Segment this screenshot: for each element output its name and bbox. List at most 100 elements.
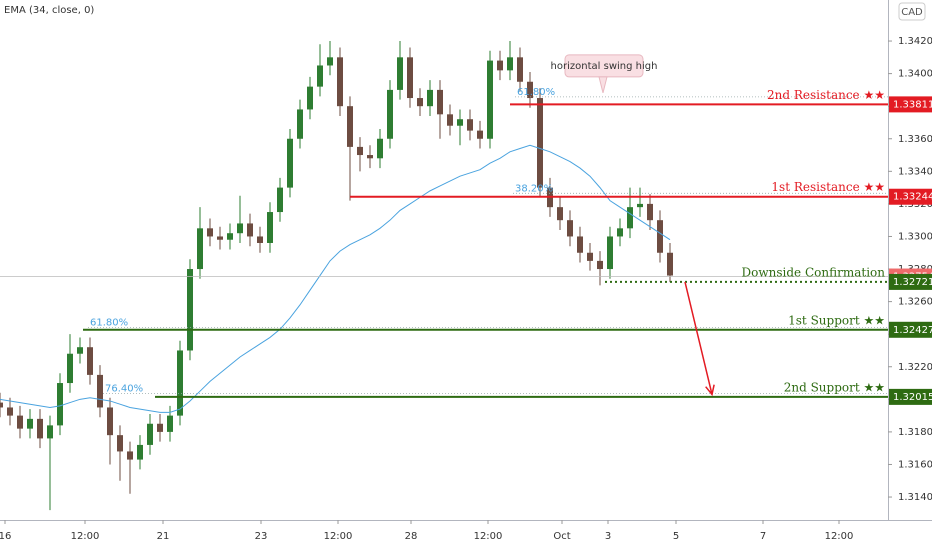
price-tick-label: 1.31800: [898, 427, 932, 438]
candle-body: [367, 155, 373, 159]
level-price-tag: [889, 388, 932, 405]
candle-body: [47, 425, 53, 439]
candle-body: [247, 223, 253, 237]
candle-body: [127, 451, 133, 460]
candle-body: [647, 203, 653, 221]
candle-body: [557, 207, 563, 221]
candle-body: [587, 252, 593, 261]
price-tick-label: 1.31600: [898, 459, 932, 470]
time-tick-label: 12:00: [71, 531, 100, 542]
annotation-pointer: [598, 76, 608, 94]
candle-body: [137, 444, 143, 460]
candle-body: [207, 228, 213, 237]
candle-body: [37, 418, 43, 439]
candle-body: [147, 423, 153, 445]
arrow-head: [705, 384, 715, 397]
candle-body: [517, 57, 523, 82]
candle-body: [527, 81, 533, 99]
time-tick-label: 12:00: [324, 531, 353, 542]
time-tick-label: 3: [605, 531, 611, 542]
level-label: 1st Resistance ★★: [771, 180, 885, 194]
candle-body: [237, 223, 243, 234]
candle-body: [297, 109, 303, 139]
annotation-text: horizontal swing high: [551, 61, 658, 72]
candle-body: [187, 269, 193, 351]
candle-body: [567, 220, 573, 237]
candle-body: [667, 252, 673, 276]
fib-label: 61.80%: [517, 87, 555, 98]
price-tick-label: 1.32200: [898, 362, 932, 373]
fib-label: 38.20%: [515, 183, 553, 194]
candle-body: [257, 236, 263, 243]
candle-body: [287, 138, 293, 188]
candle-body: [227, 233, 233, 240]
candle-body: [217, 236, 223, 240]
level-price: 1.32721: [893, 277, 932, 288]
candle-body: [107, 407, 113, 436]
candle-body: [117, 435, 123, 452]
candle-body: [627, 207, 633, 229]
time-tick-label: 12:00: [825, 531, 854, 542]
candle-body: [357, 146, 363, 156]
price-tick-label: 1.33600: [898, 134, 932, 145]
fib-label: 61.80%: [90, 317, 128, 328]
candle-body: [387, 89, 393, 139]
candle-body: [607, 236, 613, 270]
candle-body: [177, 350, 183, 416]
level-price: 1.32015: [893, 392, 932, 403]
currency: CAD: [901, 7, 923, 18]
level-label: 2nd Support ★★: [784, 380, 885, 394]
candle-body: [67, 353, 73, 384]
time-tick-label: 21: [157, 531, 170, 542]
candle-body: [277, 187, 283, 213]
fib-label: 76.40%: [105, 384, 143, 395]
candle-body: [487, 60, 493, 139]
price-tick-label: 1.34000: [898, 69, 932, 80]
candle-body: [407, 57, 413, 99]
candle-body: [347, 106, 353, 147]
price-tick-label: 1.33400: [898, 166, 932, 177]
level-price-tag: [889, 188, 932, 205]
time-tick-label: 28: [405, 531, 418, 542]
candle-body: [507, 57, 513, 71]
candle-body: [637, 203, 643, 208]
candle-body: [417, 98, 423, 107]
level-price: 1.32427: [893, 325, 932, 336]
candle-body: [97, 374, 103, 408]
candle-body: [537, 98, 543, 188]
level-price-tag: [889, 273, 932, 290]
candle-body: [17, 415, 23, 429]
level-price-tag: [889, 321, 932, 338]
candle-body: [577, 236, 583, 253]
candle-body: [0, 402, 3, 408]
level-price-tag: [889, 96, 932, 113]
candle-body: [27, 418, 33, 429]
currency-box: [898, 2, 926, 21]
time-tick-label: 7: [760, 531, 766, 542]
candle-body: [457, 119, 463, 126]
ema-line: [0, 144, 671, 413]
candle-body: [657, 220, 663, 253]
candle-body: [307, 86, 313, 110]
candle-body: [77, 347, 83, 354]
time-tick-label: 23: [255, 531, 268, 542]
time-tick-label: 16: [0, 531, 11, 542]
candle-body: [437, 89, 443, 115]
price-tick-label: 1.34200: [898, 36, 932, 47]
price-tick-label: 1.32600: [898, 297, 932, 308]
indicator-label: EMA (34, close, 0): [4, 5, 94, 16]
candle-body: [197, 228, 203, 270]
arrow-shaft: [684, 281, 713, 395]
candle-body: [497, 60, 503, 71]
candle-body: [267, 212, 273, 243]
candle-body: [167, 415, 173, 432]
candle-body: [617, 228, 623, 237]
level-label: Downside Confirmation: [742, 265, 886, 279]
level-label: 1st Support ★★: [788, 313, 885, 327]
time-tick-label: 12:00: [474, 531, 503, 542]
candle-body: [597, 260, 603, 270]
price-tick-label: 1.33000: [898, 231, 932, 242]
candle-body: [157, 423, 163, 432]
